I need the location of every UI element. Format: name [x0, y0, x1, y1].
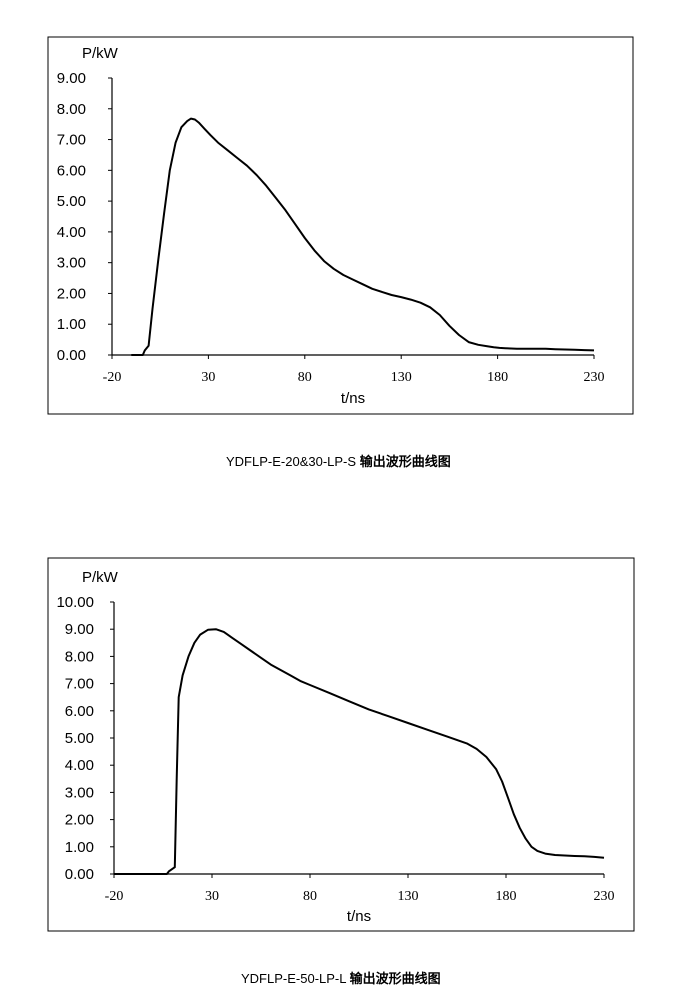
y-tick-label: 7.00: [57, 132, 86, 149]
y-tick-label: 4.00: [65, 757, 94, 774]
x-tick-label: 230: [594, 889, 615, 904]
chart-1-caption-code: YDFLP-E-20&30-LP-S: [226, 454, 357, 469]
y-tick-label: 10.00: [56, 594, 94, 611]
x-tick-label: 30: [205, 889, 219, 904]
x-tick-label: 230: [584, 370, 605, 385]
y-tick-label: 0.00: [57, 347, 86, 364]
y-tick-label: 1.00: [57, 316, 86, 333]
y-tick-label: 1.00: [65, 839, 94, 856]
y-tick-label: 5.00: [57, 193, 86, 210]
x-tick-label: 130: [398, 889, 419, 904]
series-line: [114, 628, 605, 875]
y-tick-label: 8.00: [57, 101, 86, 118]
chart-2-caption: YDFLP-E-50-LP-L 输出波形曲线图: [241, 968, 441, 987]
x-tick-label: 180: [487, 370, 508, 385]
chart-2-frame: [47, 557, 635, 932]
chart-2-caption-title: 输出波形曲线图: [349, 972, 441, 987]
y-tick-label: 7.00: [65, 676, 94, 693]
y-tick-label: 4.00: [57, 224, 86, 241]
chart-2-caption-code: YDFLP-E-50-LP-L: [241, 971, 346, 986]
y-tick-label: 2.00: [57, 285, 86, 302]
chart-1-caption: YDFLP-E-20&30-LP-S 输出波形曲线图: [226, 451, 451, 470]
y-tick-label: 9.00: [57, 70, 86, 87]
x-tick-label: -20: [103, 370, 122, 385]
y-tick-label: 0.00: [65, 866, 94, 883]
y-tick-label: 5.00: [65, 730, 94, 747]
series-line: [131, 117, 595, 356]
y-tick-label: 6.00: [65, 703, 94, 720]
y-axis-title: P/kW: [82, 45, 119, 62]
chart-1-caption-title: 输出波形曲线图: [359, 455, 451, 470]
chart-1-frame: [47, 36, 634, 415]
x-axis-title: t/ns: [341, 390, 365, 407]
y-tick-label: 2.00: [65, 812, 94, 829]
x-axis-title: t/ns: [347, 908, 371, 925]
x-tick-label: 130: [391, 370, 412, 385]
x-tick-label: -20: [105, 889, 124, 904]
y-axis-title: P/kW: [82, 569, 119, 586]
x-tick-label: 80: [298, 370, 312, 385]
y-tick-label: 9.00: [65, 621, 94, 638]
x-tick-label: 180: [496, 889, 517, 904]
x-tick-label: 80: [303, 889, 317, 904]
y-tick-label: 3.00: [65, 784, 94, 801]
chart-1: 0.00 1.00 2.00 3.00 4.00 5.00 6.00 7.00 8.00 9.00…: [47, 36, 634, 415]
y-tick-label: 8.00: [65, 648, 94, 665]
chart-2: 0.00 1.00 2.00 3.00 4.00 5.00 6.00 7.00 8.00 9.00…: [47, 557, 635, 932]
x-tick-label: 30: [201, 370, 215, 385]
y-tick-label: 6.00: [57, 162, 86, 179]
y-tick-label: 3.00: [57, 255, 86, 272]
